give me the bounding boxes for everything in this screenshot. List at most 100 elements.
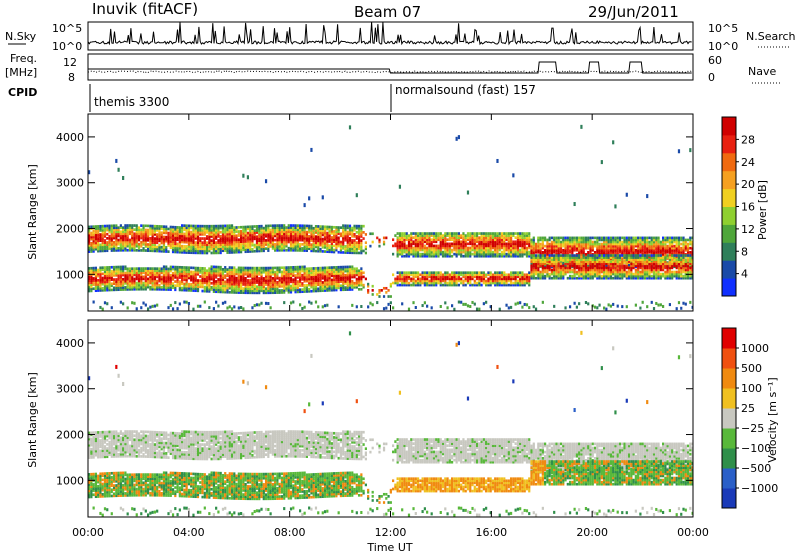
power-cell (314, 241, 318, 245)
power-cell (169, 273, 172, 277)
power-cell (160, 277, 163, 281)
power-cell (280, 276, 284, 280)
power-cell (423, 250, 426, 254)
power-cell (612, 250, 615, 254)
power-cell (423, 279, 426, 283)
power-cell (124, 242, 127, 246)
power-cell (353, 275, 356, 279)
power-cell (376, 301, 379, 305)
power-cell (414, 242, 417, 246)
power-cell (296, 276, 299, 279)
power-cell (285, 272, 288, 276)
power-cell (181, 240, 184, 244)
power-cell (319, 289, 322, 293)
power-cell (416, 277, 420, 281)
power-cell (609, 266, 613, 270)
power-cell (487, 246, 490, 250)
power-cell (546, 268, 549, 272)
power-cell (525, 238, 529, 242)
power-cell (237, 276, 240, 280)
power-cell (228, 276, 231, 280)
power-cell (603, 306, 606, 310)
power-cell (578, 256, 581, 259)
power-cell (280, 274, 284, 278)
power-cell (596, 260, 599, 264)
power-cell (126, 277, 129, 281)
power-cell (287, 232, 290, 236)
power-cell (174, 248, 177, 252)
power-cell (226, 234, 229, 238)
power-cell (598, 303, 601, 307)
power-cell (466, 279, 470, 283)
power-cell (99, 233, 102, 236)
power-cell (258, 281, 261, 284)
power-cell (124, 286, 127, 289)
power-cell (528, 271, 531, 275)
power-cell (246, 250, 250, 253)
power-cell (317, 231, 320, 234)
power-cell (330, 236, 333, 239)
power-cell (446, 244, 449, 248)
power-cell (117, 226, 120, 230)
power-cell (310, 243, 313, 246)
power-cell (464, 246, 467, 250)
power-cell (246, 283, 250, 286)
power-cell (435, 246, 438, 250)
power-cell (421, 234, 424, 237)
power-cell (199, 271, 202, 274)
power-cell (446, 306, 449, 310)
power-cell (469, 271, 472, 275)
power-cell (584, 240, 588, 244)
power-cell (582, 270, 585, 274)
power-cell (471, 283, 474, 287)
power-cell (289, 274, 293, 278)
power-cell (548, 276, 551, 280)
power-cell (573, 236, 576, 240)
power-cell (171, 227, 175, 231)
power-cell (462, 275, 465, 279)
power-cell (217, 232, 220, 236)
power-cell (260, 247, 263, 251)
power-cell (269, 287, 272, 290)
power-cell (212, 233, 215, 236)
power-cell (246, 225, 250, 229)
power-cell (205, 277, 209, 281)
power-cell (196, 270, 200, 274)
power-cell (128, 246, 132, 250)
power-cell (181, 272, 184, 275)
power-cell (176, 269, 179, 273)
power-cell (267, 230, 270, 234)
power-cell (405, 238, 408, 242)
power-cell (183, 236, 186, 240)
power-cell (267, 245, 270, 248)
power-cell (267, 291, 270, 295)
power-cell (489, 232, 492, 235)
power-cell (544, 260, 547, 264)
power-cell (430, 242, 433, 246)
power-cell (498, 271, 501, 275)
power-cell (455, 136, 458, 141)
power-cell (201, 224, 204, 228)
power-cell (460, 234, 463, 237)
power-cell (564, 254, 567, 257)
power-cell (110, 236, 113, 240)
power-cell (267, 285, 270, 288)
power-cell (280, 272, 284, 276)
power-cell (303, 275, 306, 279)
power-cell (339, 265, 343, 269)
power-cell (582, 240, 585, 244)
power-cell (562, 242, 565, 246)
power-cell (235, 287, 238, 290)
power-cell (101, 241, 104, 245)
power-cell (457, 271, 461, 275)
power-cell (314, 287, 318, 291)
power-cell (478, 236, 481, 239)
power-cell (473, 273, 476, 277)
power-cell (598, 274, 601, 278)
power-cell (432, 254, 436, 258)
power-cell (240, 242, 243, 246)
power-cell (183, 284, 186, 288)
power-cell (144, 277, 147, 281)
power-cell (97, 229, 100, 232)
power-cell (162, 239, 166, 243)
